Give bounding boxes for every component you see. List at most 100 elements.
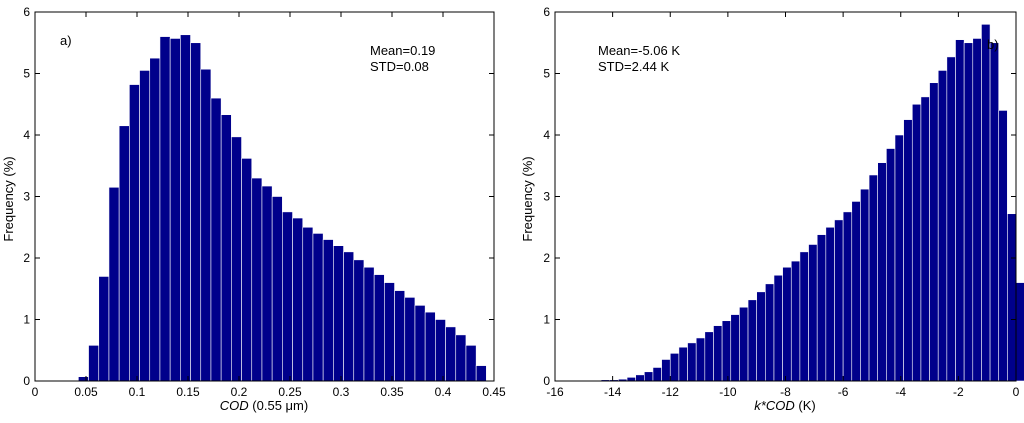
panel-a-x-axis-label: COD (0.55 μm): [220, 398, 308, 413]
panel-b-bar: [678, 346, 688, 382]
panel-a-x-tick-label: 0: [32, 385, 39, 399]
panel-b-y-ticks: 0 1 2 3 4 5 6: [543, 5, 1016, 388]
panel-b-y-tick-label: 5: [543, 67, 550, 81]
panel-b-bar: [972, 38, 982, 382]
panel-a-bar: [271, 196, 283, 382]
panel-a-bar: [169, 38, 181, 382]
panel-b-bar: [808, 244, 818, 382]
panel-b-x-ticks: -16 -14 -12 -10 -8 -6 -4 -2 0: [546, 12, 1020, 399]
panel-b-bar: [886, 148, 896, 382]
panel-a-x-tick-label: 0.05: [74, 385, 98, 399]
panel-a-bar: [108, 186, 120, 382]
panel-b-bar: [860, 188, 870, 382]
panel-b-bar: [937, 70, 948, 382]
panel-a-bar: [455, 334, 467, 382]
panel-a-bar: [475, 365, 487, 382]
panel-b-bar: [955, 39, 965, 382]
panel-a-bar: [333, 245, 344, 382]
panel-b-x-tick-label: -8: [780, 385, 791, 399]
panel-b-x-tick-label: -4: [895, 385, 906, 399]
panel-a-bar: [180, 34, 191, 382]
panel-b-panel-label: b): [987, 37, 999, 52]
panel-b-y-tick-label: 2: [543, 251, 550, 265]
panel-b-bar: [799, 251, 809, 382]
panel-a-y-tick-label: 4: [23, 128, 30, 142]
panel-b-bar: [998, 110, 1008, 382]
panel-b-bar: [644, 371, 654, 382]
panel-a-bar: [98, 276, 110, 382]
panel-a-bar: [241, 158, 253, 382]
panel-a-y-tick-label: 1: [23, 313, 30, 327]
panel-a-x-tick-label: 0.35: [380, 385, 404, 399]
panel-a-bar: [414, 305, 426, 382]
panel-b-bar: [894, 134, 904, 382]
panel-b-std-annotation: STD=2.44 K: [598, 59, 670, 74]
panel-a-y-tick-label: 2: [23, 251, 30, 265]
panel-a-x-tick-label: 0.1: [129, 385, 146, 399]
panel-a-bar: [210, 97, 222, 382]
panel-b-bar: [661, 359, 671, 382]
panel-b-bar: [730, 314, 740, 382]
panel-a-bar: [88, 345, 100, 382]
panel-a-y-tick-label: 6: [23, 5, 30, 19]
panel-a-bar: [190, 42, 202, 382]
panel-b-bar: [842, 211, 853, 382]
panel-a-bar: [312, 233, 324, 382]
panel-a: 0 0.05 0.1 0.15 0.2 0.25 0.3 0.35 0.4 0.45 0 1 2 3 4 5…: [1, 5, 506, 413]
panel-b-y-tick-label: 1: [543, 313, 550, 327]
panel-b-bar: [626, 377, 636, 382]
panel-a-bar: [118, 125, 130, 382]
panel-a-std-annotation: STD=0.08: [370, 59, 429, 74]
panel-a-y-ticks: 0 1 2 3 4 5 6: [23, 5, 494, 388]
panel-b-x-tick-label: -10: [719, 385, 737, 399]
panel-a-bar: [261, 185, 273, 382]
panel-a-bar: [343, 251, 355, 382]
panel-b-bar: [1015, 282, 1024, 382]
panel-b-bar: [868, 174, 879, 382]
panel-b-x-tick-label: -6: [838, 385, 849, 399]
panel-b-bar: [920, 96, 930, 382]
panel-a-bar: [231, 136, 242, 382]
panel-a-bars: [78, 34, 487, 382]
panel-b-bar: [782, 266, 792, 382]
panel-b-y-tick-label: 0: [543, 374, 550, 388]
panel-a-y-tick-label: 0: [23, 374, 30, 388]
panel-b-bar: [903, 119, 913, 382]
panel-a-bar: [373, 274, 385, 382]
panel-b-bar: [739, 306, 749, 382]
panel-a-bar: [302, 226, 314, 382]
panel-b-bar: [747, 299, 757, 382]
panel-a-bar: [353, 259, 365, 382]
panel-b-x-tick-label: -14: [604, 385, 622, 399]
panel-b-mean-annotation: Mean=-5.06 K: [598, 43, 680, 58]
panel-a-bar: [424, 311, 436, 382]
panel-a-x-tick-label: 0.2: [231, 385, 248, 399]
panel-b-bar: [773, 274, 783, 382]
panel-a-bar: [445, 326, 457, 382]
panel-b-bar: [911, 103, 922, 382]
panel-b-bar: [946, 56, 956, 382]
panel-b-bar: [981, 23, 991, 382]
panel-a-bar: [220, 114, 232, 382]
panel-a-bar: [363, 266, 375, 382]
panel-b-x-tick-label: 0: [1013, 385, 1020, 399]
panel-a-y-tick-label: 5: [23, 67, 30, 81]
panel-a-bar: [149, 57, 161, 382]
panel-b-bars: [600, 23, 1024, 382]
panel-b-bar: [721, 320, 732, 382]
panel-b-x-tick-label: -16: [546, 385, 564, 399]
panel-a-bar: [322, 239, 334, 382]
panel-a-x-tick-label: 0.3: [333, 385, 350, 399]
panel-b-bar: [877, 162, 887, 382]
panel-b-bar: [1007, 213, 1017, 382]
panel-b-y-tick-label: 4: [543, 128, 550, 142]
panel-b-bar: [851, 201, 861, 382]
panel-b-x-tick-label: -12: [662, 385, 680, 399]
panel-a-bar: [251, 177, 263, 382]
panel-a-panel-label: a): [60, 33, 72, 48]
panel-a-bar: [282, 211, 293, 382]
panel-b-bar: [713, 325, 723, 382]
panel-b-y-axis-label: Frequency (%): [520, 156, 535, 241]
panel-a-x-tick-label: 0.45: [482, 385, 506, 399]
